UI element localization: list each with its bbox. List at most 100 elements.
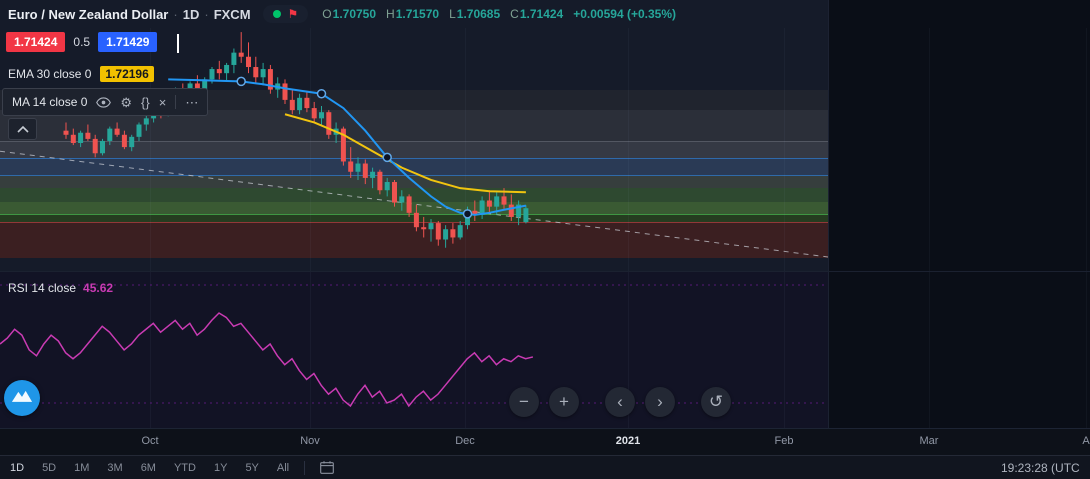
high-label: H bbox=[386, 7, 395, 21]
zoom-in-button[interactable]: + bbox=[549, 387, 579, 417]
fib-band bbox=[0, 140, 828, 158]
high-value: 1.71570 bbox=[395, 7, 440, 21]
ma-indicator-title[interactable]: MA 14 close 0 bbox=[12, 95, 88, 109]
bottom-toolbar: 1D 5D 1M 3M 6M YTD 1Y 5Y All 19:23:28 (UTC bbox=[0, 455, 1090, 479]
more-options-icon[interactable]: ⋯ bbox=[185, 94, 199, 110]
separator-dot: · bbox=[173, 6, 178, 22]
fib-band bbox=[0, 157, 828, 176]
fib-level-line bbox=[0, 175, 828, 177]
change-value: +0.00594 (+0.35%) bbox=[573, 7, 676, 21]
clock[interactable]: 19:23:28 (UTC bbox=[1001, 460, 1080, 475]
low-value: 1.70685 bbox=[456, 7, 501, 21]
date-range-switcher: 1D 5D 1M 3M 6M YTD 1Y 5Y All bbox=[0, 462, 289, 474]
close-value: 1.71424 bbox=[519, 7, 564, 21]
range-6m[interactable]: 6M bbox=[140, 461, 156, 474]
fib-level-line bbox=[0, 157, 828, 159]
range-3m[interactable]: 3M bbox=[107, 461, 123, 474]
time-axis-label: Oct bbox=[141, 435, 159, 447]
curve-anchor bbox=[236, 76, 246, 87]
ema-30-line bbox=[284, 113, 526, 194]
vertical-gridline bbox=[628, 28, 629, 428]
close-icon[interactable]: × bbox=[158, 94, 167, 110]
flag-icon[interactable]: ⚑ bbox=[287, 7, 299, 21]
candlestick-series bbox=[63, 32, 529, 248]
separator-dot: · bbox=[204, 6, 209, 22]
reset-view-button[interactable]: ↺ bbox=[701, 387, 731, 417]
pane-divider[interactable] bbox=[0, 271, 1090, 272]
vertical-gridline bbox=[929, 28, 930, 428]
rsi-line bbox=[0, 312, 534, 408]
zoom-out-button[interactable]: − bbox=[509, 387, 539, 417]
ohlc-readout: O 1.70750 H 1.71570 L 1.70685 C 1.71424 +0.0… bbox=[322, 7, 676, 21]
vertical-gridline bbox=[1086, 28, 1087, 428]
vertical-gridline bbox=[784, 28, 785, 428]
ma-curve-line bbox=[168, 78, 527, 216]
time-axis-label: Feb bbox=[774, 435, 794, 447]
rsi-indicator-legend[interactable]: RSI 14 close 45.62 bbox=[8, 281, 113, 295]
market-open-dot-icon bbox=[272, 10, 281, 18]
fib-band bbox=[0, 222, 828, 258]
symbol-name[interactable]: Euro / New Zealand Dollar bbox=[8, 6, 169, 22]
range-1y[interactable]: 1Y bbox=[213, 461, 228, 474]
time-axis[interactable]: Oct Nov Dec 2021 Feb Mar A bbox=[0, 428, 1090, 455]
low-label: L bbox=[449, 7, 456, 21]
dashed-trendline bbox=[0, 150, 829, 258]
ma-indicator-legend: MA 14 close 0 ⚙ {} × ⋯ bbox=[2, 88, 209, 116]
range-5y[interactable]: 5Y bbox=[245, 461, 259, 474]
vertical-gridline bbox=[150, 28, 151, 428]
candlestick-chart[interactable] bbox=[0, 28, 1090, 258]
fib-retracement-zones bbox=[0, 90, 828, 258]
rsi-indicator-title[interactable]: RSI 14 close bbox=[8, 281, 77, 295]
range-5d[interactable]: 5D bbox=[42, 461, 57, 474]
open-value: 1.70750 bbox=[332, 7, 377, 21]
source-code-icon[interactable]: {} bbox=[141, 94, 150, 110]
vertical-gridline bbox=[310, 28, 311, 428]
fib-price-tags: 1.71424 0.5 1.71429 bbox=[6, 32, 158, 52]
price-tag-blue[interactable]: 1.71429 bbox=[98, 32, 158, 52]
collapse-legend-button[interactable] bbox=[8, 118, 37, 140]
settings-gear-icon[interactable]: ⚙ bbox=[120, 94, 133, 110]
curve-anchor bbox=[462, 209, 473, 219]
fib-level-label[interactable]: 0.5 bbox=[73, 35, 91, 49]
go-to-date-icon[interactable] bbox=[320, 461, 334, 474]
rsi-pane-background bbox=[0, 272, 828, 428]
range-all[interactable]: All bbox=[276, 461, 290, 474]
exchange-name[interactable]: FXCM bbox=[213, 6, 251, 22]
range-1d[interactable]: 1D bbox=[10, 461, 25, 474]
symbol-info-bar: Euro / New Zealand Dollar · 1D · FXCM ⚑ … bbox=[0, 0, 836, 28]
price-tag-red[interactable]: 1.71424 bbox=[6, 32, 66, 52]
eye-icon[interactable] bbox=[96, 96, 112, 108]
mountain-icon bbox=[11, 388, 33, 408]
fib-band bbox=[0, 201, 828, 215]
fib-band bbox=[0, 187, 828, 202]
toolbar-divider bbox=[304, 460, 306, 475]
close-label: C bbox=[510, 7, 519, 21]
time-axis-label: Mar bbox=[919, 435, 939, 447]
vertical-gridline bbox=[465, 28, 466, 428]
scroll-left-button[interactable]: ‹ bbox=[605, 387, 635, 417]
time-axis-label: Dec bbox=[455, 435, 475, 447]
market-status-pill[interactable]: ⚑ bbox=[262, 5, 309, 23]
time-axis-label: 2021 bbox=[615, 435, 641, 447]
open-label: O bbox=[322, 7, 332, 21]
chart-logo-button[interactable] bbox=[4, 380, 40, 416]
curve-anchor bbox=[382, 152, 392, 163]
time-axis-label: A bbox=[1082, 435, 1090, 447]
ema-indicator-title[interactable]: EMA 30 close 0 bbox=[8, 67, 92, 81]
time-axis-label: Nov bbox=[300, 435, 320, 447]
scroll-right-button[interactable]: › bbox=[645, 387, 675, 417]
fib-level-line bbox=[0, 140, 828, 142]
rsi-indicator-value: 45.62 bbox=[83, 281, 114, 295]
range-1m[interactable]: 1M bbox=[74, 461, 90, 474]
rsi-indicator-pane[interactable] bbox=[0, 278, 1090, 426]
interval-button[interactable]: 1D bbox=[182, 6, 200, 22]
curve-anchor bbox=[316, 88, 327, 99]
edit-caret bbox=[177, 34, 179, 53]
gridlines bbox=[0, 0, 1090, 428]
ema-indicator-value: 1.72196 bbox=[100, 66, 154, 82]
chevron-up-icon bbox=[16, 120, 29, 138]
range-ytd[interactable]: YTD bbox=[173, 461, 196, 474]
ema-indicator-legend[interactable]: EMA 30 close 0 1.72196 bbox=[8, 66, 154, 82]
fib-zone-right-edge bbox=[828, 0, 829, 428]
